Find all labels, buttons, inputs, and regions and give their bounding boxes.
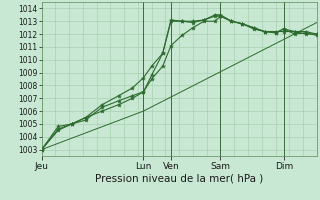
X-axis label: Pression niveau de la mer( hPa ): Pression niveau de la mer( hPa ) — [95, 173, 263, 183]
